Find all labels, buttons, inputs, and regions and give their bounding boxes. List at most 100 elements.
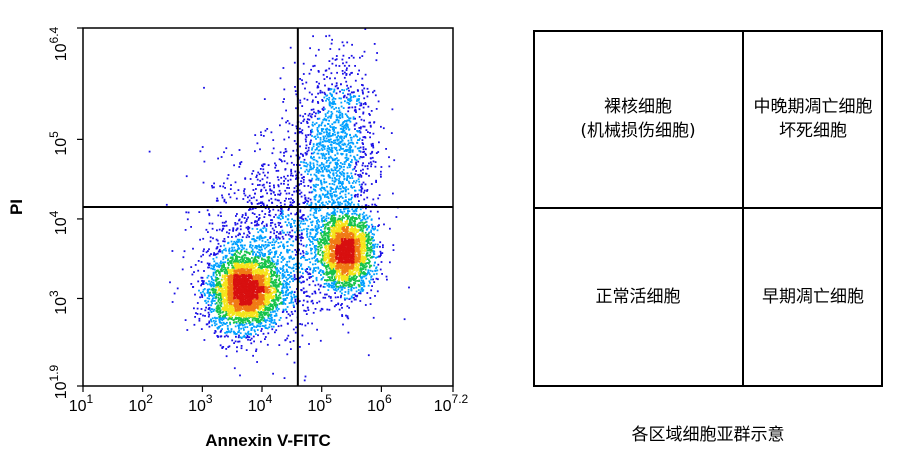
event-dot xyxy=(346,279,349,281)
event-dot xyxy=(347,98,350,100)
event-dot xyxy=(361,84,363,86)
event-dot xyxy=(371,285,373,287)
event-dot xyxy=(290,298,293,301)
event-dot xyxy=(367,240,370,243)
event-dot xyxy=(341,41,344,44)
event-dot xyxy=(331,179,334,182)
event-dot xyxy=(349,144,352,147)
event-dot xyxy=(375,256,377,259)
event-dot xyxy=(294,263,297,266)
event-dot xyxy=(340,173,343,176)
event-dot xyxy=(317,200,319,203)
event-dot xyxy=(338,308,341,311)
event-dot xyxy=(290,278,293,280)
event-dot xyxy=(376,52,378,54)
event-dot xyxy=(239,252,241,255)
event-dot xyxy=(198,211,201,213)
event-dot xyxy=(286,240,289,243)
event-dot xyxy=(332,173,335,176)
event-dot xyxy=(314,135,317,138)
event-dot xyxy=(328,67,331,70)
event-dot xyxy=(256,251,259,253)
event-dot xyxy=(363,125,366,128)
event-dot xyxy=(337,182,340,185)
event-dot xyxy=(318,117,321,120)
event-dot xyxy=(274,272,276,274)
event-dot xyxy=(334,195,337,198)
event-dot xyxy=(268,313,271,316)
event-dot xyxy=(353,222,356,225)
event-dot xyxy=(245,349,248,351)
event-dot xyxy=(300,191,303,194)
event-dot xyxy=(333,131,336,134)
event-dot xyxy=(256,220,258,223)
event-dot xyxy=(261,254,264,257)
event-dot xyxy=(348,164,350,167)
event-dot xyxy=(207,250,209,252)
event-dot xyxy=(360,224,363,227)
event-dot xyxy=(334,177,336,179)
event-dot xyxy=(265,230,268,232)
event-dot xyxy=(252,259,255,262)
event-dot xyxy=(315,279,318,282)
event-dot xyxy=(317,48,320,51)
event-dot xyxy=(274,213,277,216)
event-dot xyxy=(317,109,320,112)
event-dot xyxy=(324,166,326,169)
event-dot xyxy=(317,149,320,152)
event-dot xyxy=(233,313,236,315)
event-dot xyxy=(323,243,326,246)
event-dot xyxy=(293,163,295,166)
event-dot xyxy=(319,339,322,342)
event-dot xyxy=(225,317,228,320)
event-dot xyxy=(261,237,264,239)
event-dot xyxy=(246,317,249,320)
event-dot xyxy=(277,193,279,196)
event-dot xyxy=(345,135,347,138)
event-dot xyxy=(358,130,361,133)
event-dot xyxy=(264,207,267,210)
event-dot xyxy=(326,185,328,188)
event-dot xyxy=(347,215,350,218)
event-dot xyxy=(197,260,200,262)
event-dot xyxy=(278,282,281,285)
event-dot xyxy=(349,154,352,157)
event-dot xyxy=(288,283,290,286)
event-dot xyxy=(320,258,323,261)
event-dot xyxy=(352,210,355,213)
event-dot xyxy=(230,260,233,262)
event-dot xyxy=(302,62,305,65)
event-dot xyxy=(334,178,337,180)
event-dot xyxy=(365,214,368,217)
flow-cytometry-plot: 101 102 103 104 105 106 107.2 101.910310410510… xyxy=(7,26,469,450)
event-dot xyxy=(323,180,326,183)
event-dot xyxy=(314,225,317,227)
event-dot xyxy=(265,189,267,192)
event-dot xyxy=(220,301,223,304)
event-dot xyxy=(326,308,329,311)
event-dot xyxy=(334,121,337,124)
event-dot xyxy=(311,224,313,226)
event-dot xyxy=(311,229,314,232)
event-dot xyxy=(307,185,310,187)
event-dot xyxy=(356,147,359,150)
event-dot xyxy=(361,89,364,92)
event-dot xyxy=(238,340,241,343)
event-dot xyxy=(329,148,332,151)
event-dot xyxy=(269,188,272,191)
event-dot xyxy=(291,229,294,232)
event-dot xyxy=(338,286,340,289)
event-dot xyxy=(269,266,272,269)
event-dot xyxy=(287,274,289,276)
event-dot xyxy=(388,165,391,168)
event-dot xyxy=(246,201,249,203)
event-dot xyxy=(313,267,315,269)
event-dot xyxy=(283,280,285,282)
event-dot xyxy=(252,189,255,191)
event-dot xyxy=(207,231,209,233)
event-dot xyxy=(221,317,223,320)
event-dot xyxy=(351,213,354,215)
event-dot xyxy=(315,122,318,124)
event-dot xyxy=(264,247,266,250)
event-dot xyxy=(370,223,373,226)
